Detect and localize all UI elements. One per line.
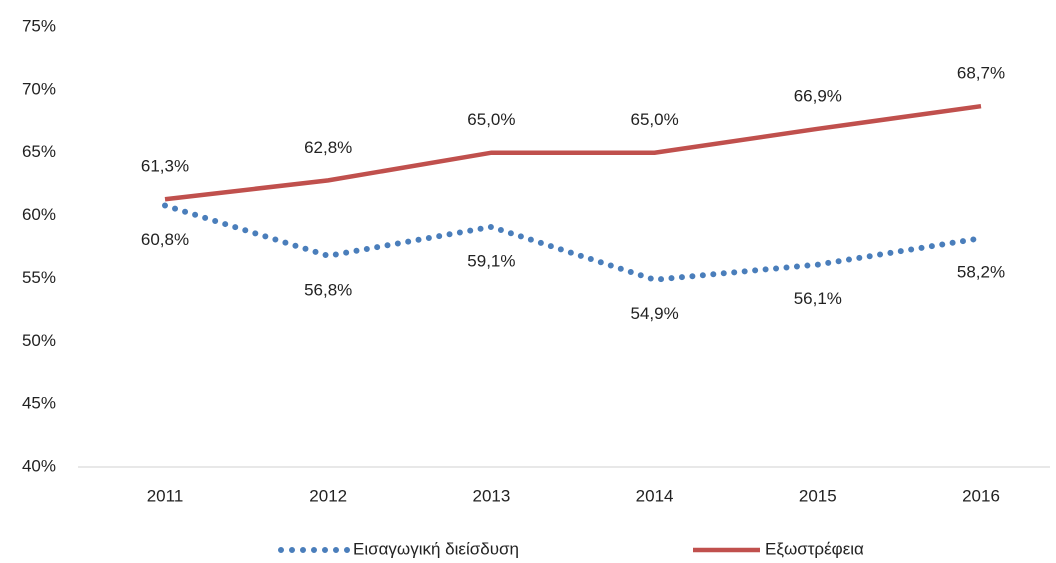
y-tick-label: 55% — [22, 268, 56, 287]
data-label: 68,7% — [957, 64, 1005, 83]
data-label: 65,0% — [467, 110, 515, 129]
x-tick-label: 2011 — [147, 486, 184, 505]
data-label: 60,8% — [141, 230, 189, 249]
x-tick-label: 2012 — [309, 486, 347, 505]
legend-label: Εξωστρέφεια — [765, 539, 864, 558]
series-line — [164, 103, 982, 202]
y-tick-label: 60% — [22, 205, 56, 224]
x-tick-label: 2016 — [962, 486, 1000, 505]
data-label: 59,1% — [467, 251, 515, 270]
y-tick-label: 65% — [22, 142, 56, 161]
data-label: 62,8% — [304, 138, 352, 157]
legend-label: Εισαγωγική διείσδυση — [353, 539, 519, 558]
x-tick-label: 2014 — [636, 486, 674, 505]
x-tick-label: 2013 — [472, 486, 510, 505]
y-tick-label: 70% — [22, 79, 56, 98]
series-line — [162, 202, 984, 283]
data-label: 61,3% — [141, 157, 189, 176]
y-tick-label: 45% — [22, 394, 56, 413]
x-tick-label: 2015 — [799, 486, 837, 505]
y-tick-label: 75% — [22, 16, 56, 35]
y-tick-label: 50% — [22, 331, 56, 350]
data-label: 66,9% — [794, 86, 842, 105]
data-label: 54,9% — [630, 304, 678, 323]
data-label: 58,2% — [957, 263, 1005, 282]
data-label: 56,1% — [794, 289, 842, 308]
y-tick-label: 40% — [22, 456, 56, 475]
data-label: 56,8% — [304, 280, 352, 299]
data-label: 65,0% — [630, 110, 678, 129]
